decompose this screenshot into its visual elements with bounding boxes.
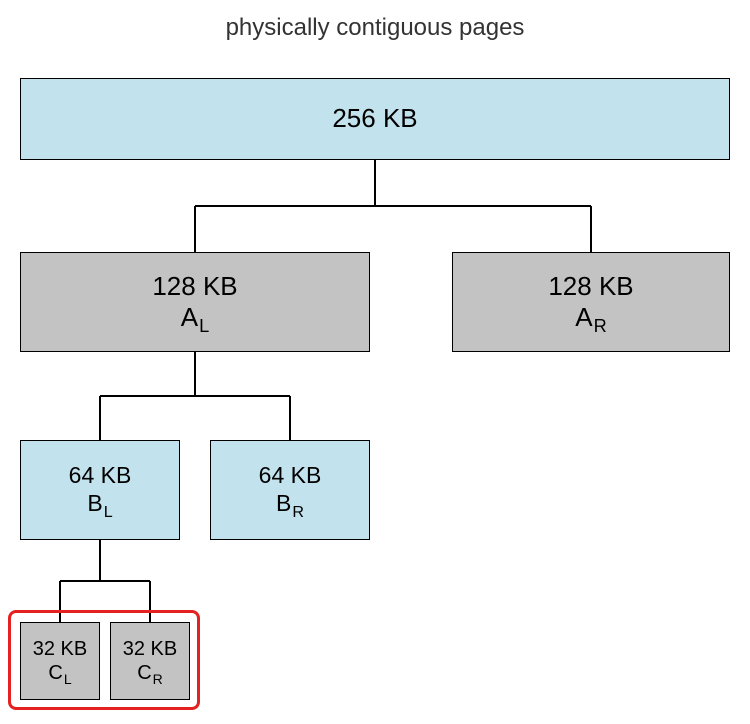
node-sub-label: BL xyxy=(87,490,112,518)
node-root: 256 KB xyxy=(20,78,730,160)
node-sub-label: BR xyxy=(276,490,304,518)
node-size-label: 128 KB xyxy=(152,271,237,302)
node-BR: 64 KBBR xyxy=(210,440,370,540)
node-size-label: 64 KB xyxy=(69,462,132,490)
node-size-label: 64 KB xyxy=(259,462,322,490)
node-sub-label: AR xyxy=(575,302,606,333)
node-size-label: 256 KB xyxy=(332,103,417,134)
node-sub-label: AL xyxy=(181,302,209,333)
diagram-title: physically contiguous pages xyxy=(0,14,750,42)
node-AR: 128 KBAR xyxy=(452,252,730,352)
node-size-label: 128 KB xyxy=(548,271,633,302)
node-AL: 128 KBAL xyxy=(20,252,370,352)
highlight-box xyxy=(8,610,200,710)
node-BL: 64 KBBL xyxy=(20,440,180,540)
